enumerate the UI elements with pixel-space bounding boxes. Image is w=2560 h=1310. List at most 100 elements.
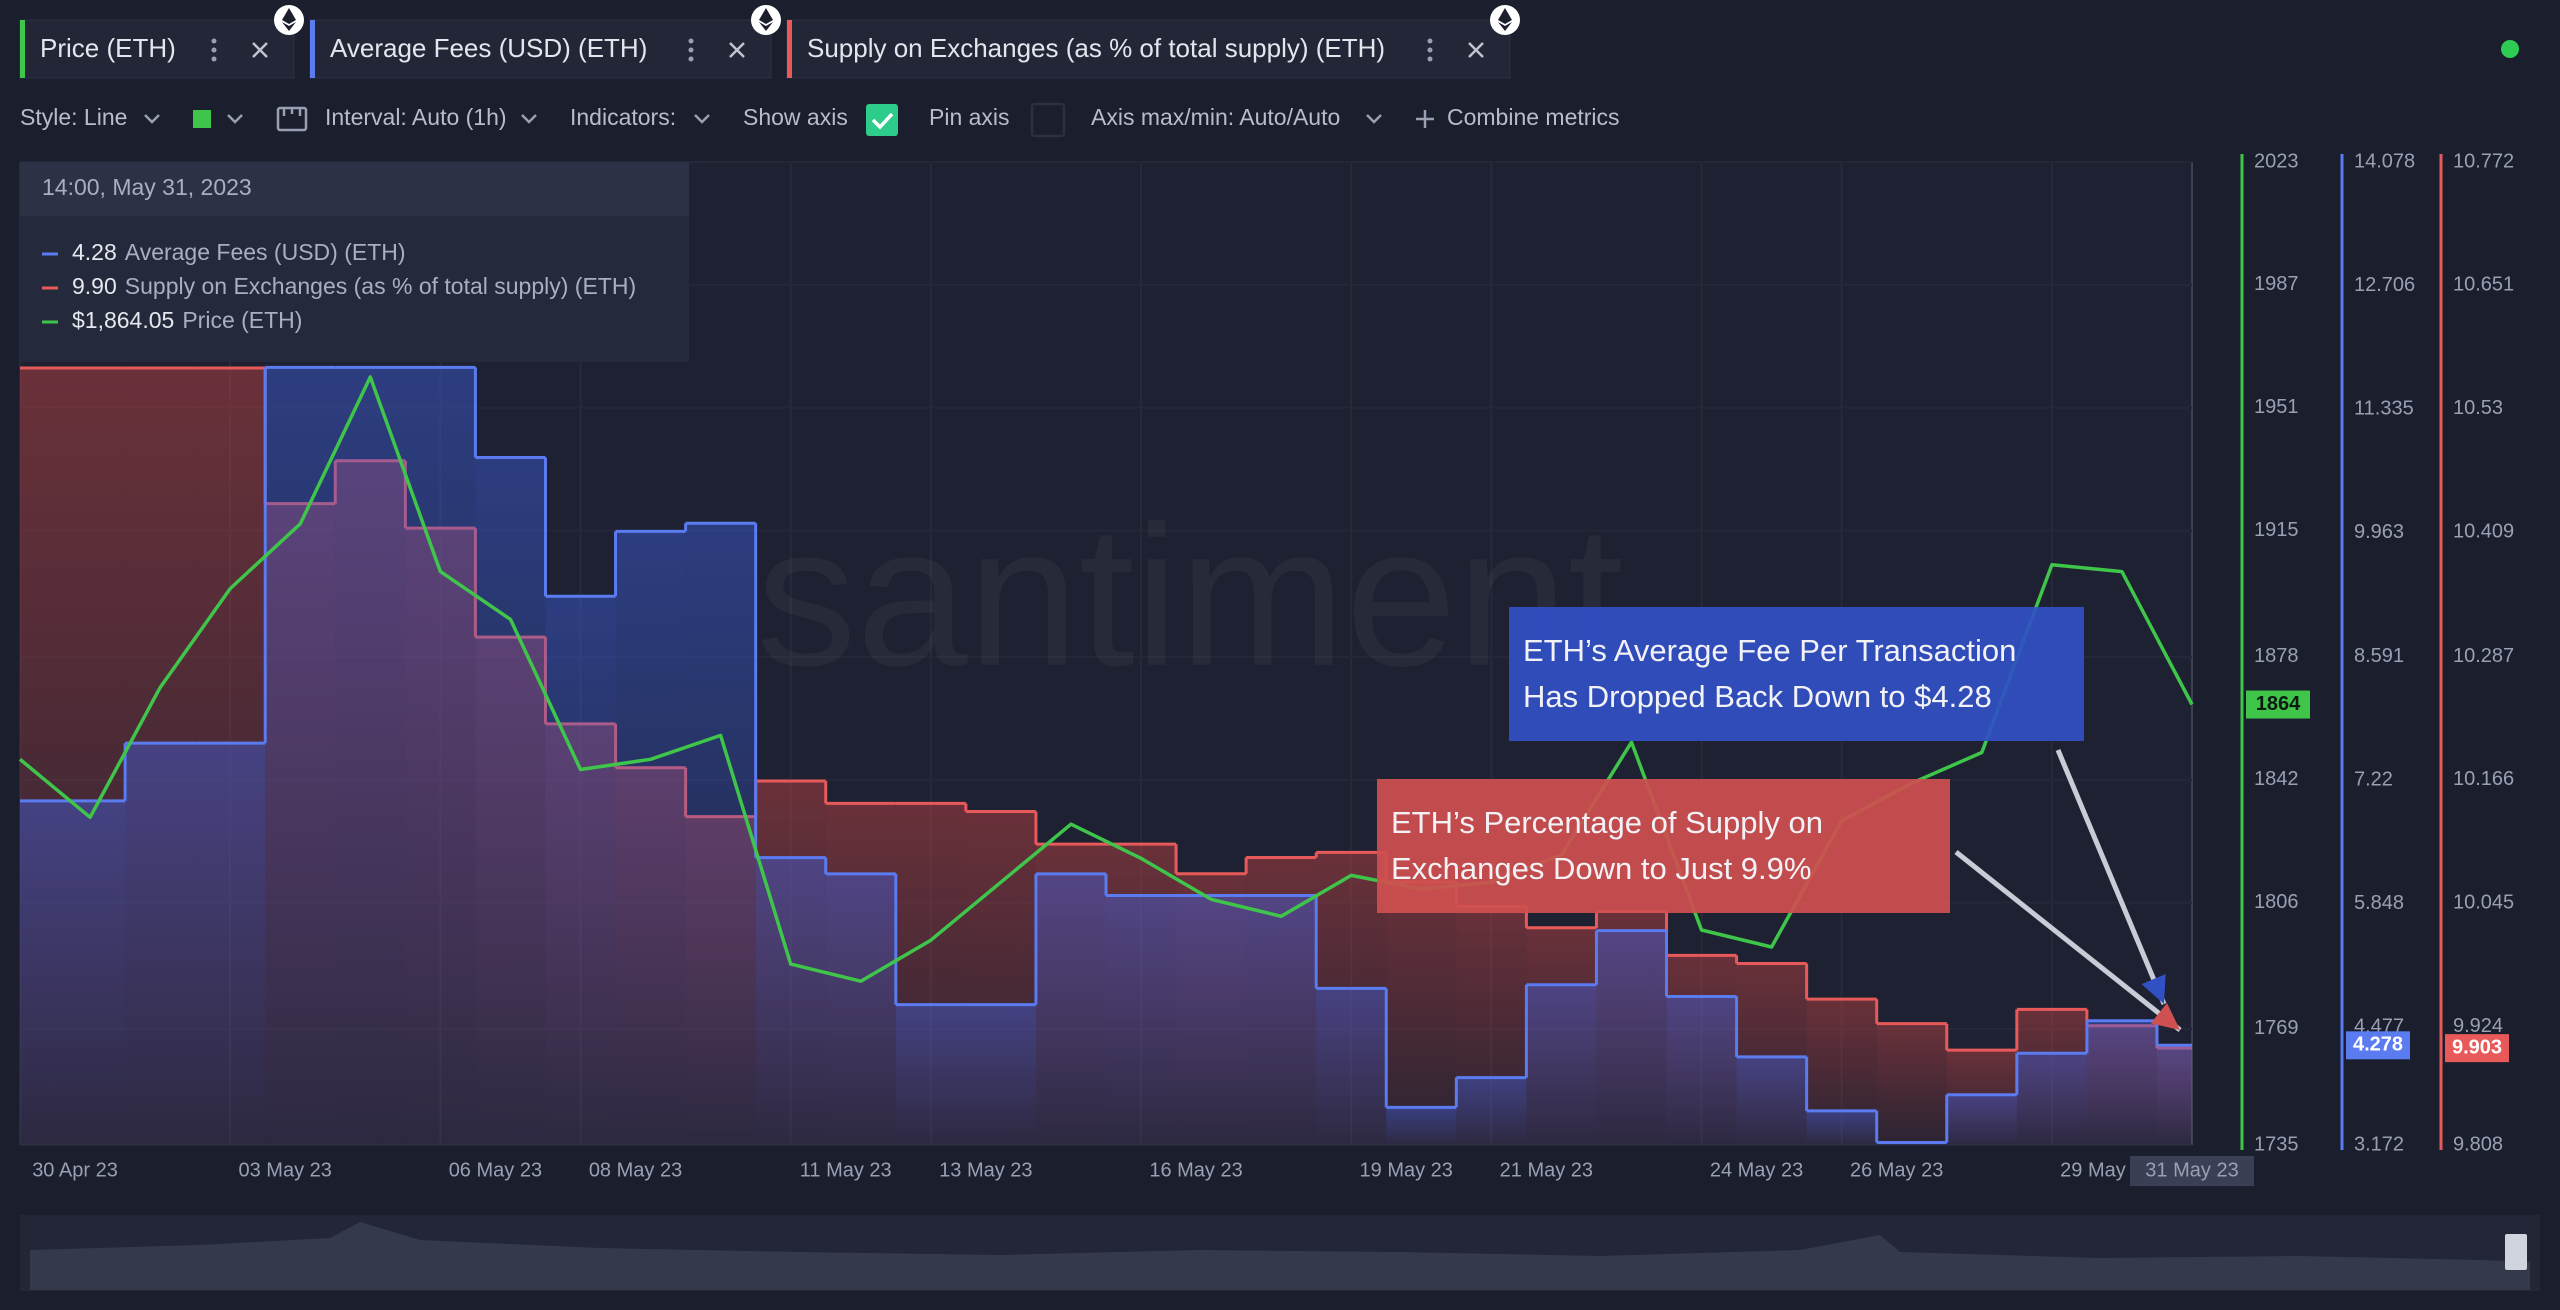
tab-menu-dot[interactable] bbox=[688, 56, 694, 62]
tab-menu-dot[interactable] bbox=[211, 38, 217, 44]
toolbar-item[interactable]: Indicators: bbox=[570, 104, 676, 130]
x-tick-label: 06 May 23 bbox=[449, 1159, 542, 1181]
check bbox=[871, 112, 894, 130]
tooltip-header bbox=[20, 162, 689, 216]
status-dot bbox=[2501, 40, 2519, 58]
chevron[interactable] bbox=[1366, 114, 1382, 124]
show-axis-checkbox[interactable] bbox=[866, 104, 898, 136]
step-area bbox=[20, 800, 56, 1145]
last-value-label: 1864 bbox=[2256, 693, 2301, 715]
y-tick-label: 1878 bbox=[2254, 645, 2299, 667]
tab[interactable] bbox=[786, 19, 1511, 79]
y-tick-label: 10.651 bbox=[2453, 274, 2514, 296]
chevron[interactable] bbox=[227, 114, 243, 124]
toolbar-icons bbox=[144, 102, 1434, 138]
x-tick-label: 26 May 23 bbox=[1850, 1159, 1943, 1181]
arrow-head bbox=[2150, 1002, 2180, 1030]
step-area bbox=[965, 1004, 1036, 1145]
step-area bbox=[1176, 895, 1247, 1145]
y-tick-label: 10.53 bbox=[2453, 397, 2503, 419]
tab-menu-dot[interactable] bbox=[211, 56, 217, 62]
tab-label[interactable]: Price (ETH) bbox=[40, 33, 176, 63]
y-tick-label: 9.808 bbox=[2453, 1133, 2503, 1155]
tab-label[interactable]: Average Fees (USD) (ETH) bbox=[330, 33, 647, 63]
step-area bbox=[265, 367, 336, 1145]
x-tick-label: 24 May 23 bbox=[1710, 1159, 1803, 1181]
tab-label[interactable]: Supply on Exchanges (as % of total suppl… bbox=[807, 33, 1385, 63]
y-tick-label: 10.409 bbox=[2453, 520, 2514, 542]
step-area bbox=[1316, 988, 1387, 1145]
toolbar-item[interactable]: Pin axis bbox=[929, 104, 1010, 130]
annotation-box bbox=[1377, 779, 1950, 913]
tooltip-value: 4.28 bbox=[72, 239, 117, 265]
y-tick-label: 9.963 bbox=[2354, 521, 2404, 543]
last-value-badge bbox=[2346, 1031, 2410, 1060]
tab-close[interactable] bbox=[1468, 42, 1484, 58]
eth-diamond bbox=[282, 8, 296, 31]
tab-close[interactable] bbox=[252, 42, 268, 58]
step-area bbox=[1106, 895, 1177, 1145]
tab-color-bar bbox=[787, 20, 792, 78]
tooltip-title: 14:00, May 31, 2023 bbox=[42, 174, 252, 200]
tab-menu-dot[interactable] bbox=[688, 47, 694, 53]
chevron[interactable] bbox=[144, 114, 160, 124]
eth-diamond bbox=[1498, 8, 1512, 31]
tab-color-bar bbox=[20, 20, 25, 78]
pin-axis-checkbox[interactable] bbox=[1030, 102, 1066, 138]
x-tick-label: 30 Apr 23 bbox=[32, 1159, 118, 1181]
step-area bbox=[685, 523, 756, 1145]
last-value-badge bbox=[2445, 1034, 2509, 1063]
tab[interactable] bbox=[19, 19, 295, 79]
step-area bbox=[125, 743, 196, 1145]
y-tick-label: 1806 bbox=[2254, 891, 2299, 913]
step-area bbox=[2086, 1020, 2157, 1145]
tab-menu-dot[interactable] bbox=[1427, 47, 1433, 53]
toolbar-item[interactable]: Show axis bbox=[743, 104, 848, 130]
step-area bbox=[825, 873, 896, 1145]
tooltip-value: $1,864.05 bbox=[72, 307, 174, 333]
y-tick-label: 1769 bbox=[2254, 1017, 2299, 1039]
tooltip-row: $1,864.05 Price (ETH) bbox=[72, 307, 302, 333]
tab-menu-dot[interactable] bbox=[211, 47, 217, 53]
y-tick-label: 1951 bbox=[2254, 396, 2299, 418]
y-tick-label: 2023 bbox=[2254, 150, 2299, 172]
x-tick-label: 13 May 23 bbox=[939, 1159, 1032, 1181]
chevron[interactable] bbox=[694, 114, 710, 124]
tab-menu-dot[interactable] bbox=[1427, 38, 1433, 44]
y-tick-label: 10.166 bbox=[2453, 768, 2514, 790]
annotation-text: Has Dropped Back Down to $4.28 bbox=[1523, 679, 1992, 714]
toolbar-item[interactable]: Combine metrics bbox=[1447, 104, 1620, 130]
toolbar-item[interactable]: Axis max/min: Auto/Auto bbox=[1091, 104, 1340, 130]
last-value-label: 9.903 bbox=[2452, 1036, 2502, 1058]
last-value-label: 4.278 bbox=[2353, 1034, 2403, 1056]
step-area bbox=[1876, 1023, 1947, 1145]
color-swatch[interactable] bbox=[193, 110, 211, 128]
step-area bbox=[1386, 881, 1457, 1145]
y-tick-label: 1735 bbox=[2254, 1133, 2299, 1155]
tab-close[interactable] bbox=[729, 42, 745, 58]
toolbar-item[interactable]: Interval: Auto (1h) bbox=[325, 104, 507, 130]
y-tick-label: 1842 bbox=[2254, 768, 2299, 790]
step-area bbox=[895, 1004, 966, 1145]
step-area bbox=[1946, 1094, 2017, 1145]
plus-icon[interactable] bbox=[1416, 110, 1434, 128]
tooltip-row: 4.28 Average Fees (USD) (ETH) bbox=[72, 239, 406, 265]
step-area bbox=[755, 857, 826, 1145]
step-area bbox=[1596, 930, 1667, 1145]
toolbar-item[interactable]: Style: Line bbox=[20, 104, 127, 130]
step-area bbox=[1806, 1110, 1877, 1145]
chevron[interactable] bbox=[521, 114, 537, 124]
tooltip-label: Price (ETH) bbox=[182, 307, 302, 333]
tab-menu-dot[interactable] bbox=[1427, 56, 1433, 62]
y-tick-label: 9.924 bbox=[2453, 1015, 2503, 1037]
axes-layer: 30 Apr 23 03 May 23 06 May 23 08 May 23 11 M… bbox=[32, 150, 2514, 1186]
step-area bbox=[55, 800, 126, 1145]
y-tick-label: 11.335 bbox=[2354, 398, 2414, 420]
x-tick-label: 16 May 23 bbox=[1149, 1159, 1242, 1181]
tab[interactable] bbox=[309, 19, 772, 79]
navigator-handle[interactable] bbox=[2505, 1234, 2527, 1270]
annotation-text: Exchanges Down to Just 9.9% bbox=[1391, 851, 1811, 886]
tab-menu-dot[interactable] bbox=[688, 38, 694, 44]
